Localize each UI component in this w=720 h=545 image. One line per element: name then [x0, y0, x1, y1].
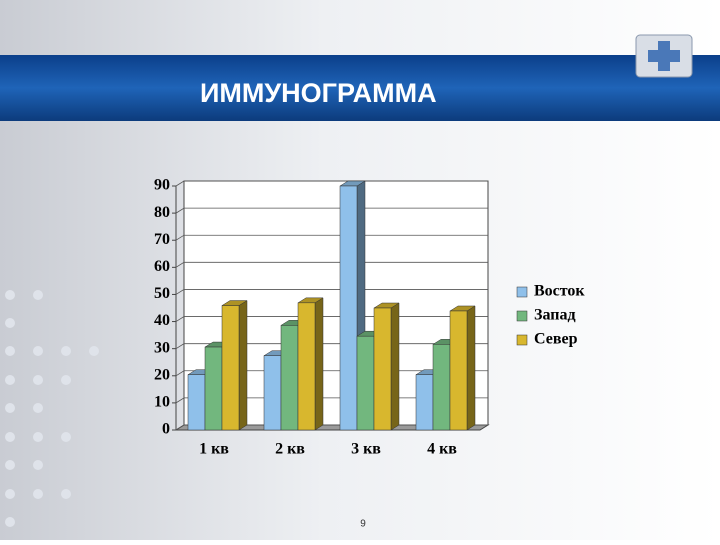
y-tick-label: 50: [154, 285, 170, 302]
bar: [415, 374, 434, 431]
y-tick-label: 70: [154, 231, 170, 248]
x-tick-label: 1 кв: [199, 441, 229, 458]
legend-label: Запад: [534, 307, 576, 324]
y-tick-label: 40: [154, 312, 170, 329]
logo-cross: [648, 41, 680, 71]
y-tick-label: 80: [154, 204, 170, 221]
bar: [449, 310, 468, 431]
x-tick-label: 3 кв: [351, 441, 381, 458]
bar: [204, 346, 223, 431]
bar: [339, 185, 358, 431]
title-band: [0, 55, 720, 121]
bar: [373, 307, 392, 431]
y-tick-label: 90: [154, 177, 170, 194]
grid-line: [175, 261, 488, 268]
legend-swatch: [516, 310, 528, 322]
bar-side: [238, 300, 248, 431]
bar: [280, 325, 299, 431]
grid-line: [175, 180, 488, 187]
y-tick-label: 30: [154, 339, 170, 356]
y-tick-label: 20: [154, 366, 170, 383]
y-tick-label: 0: [162, 421, 170, 438]
bar: [263, 355, 282, 431]
bar: [356, 335, 375, 431]
bar: [187, 374, 206, 431]
bar: [297, 302, 316, 431]
bar-side: [390, 302, 400, 431]
grid-line: [175, 207, 488, 214]
bar: [221, 305, 240, 431]
bar: [432, 344, 451, 431]
x-tick-label: 2 кв: [275, 441, 305, 458]
decor-dots: [5, 290, 99, 527]
legend-swatch: [516, 286, 528, 298]
legend-label: Север: [534, 331, 578, 348]
slide-number: 9: [360, 519, 366, 530]
legend-swatch: [516, 334, 528, 346]
grid-line: [175, 289, 488, 295]
grid-line: [175, 234, 488, 241]
slide-title: ИММУНОГРАММА: [200, 78, 437, 108]
legend-label: Восток: [534, 283, 585, 300]
y-tick-label: 60: [154, 258, 170, 275]
y-tick-label: 10: [154, 394, 170, 411]
bar-side: [466, 305, 476, 431]
bar-side: [314, 297, 324, 431]
x-tick-label: 4 кв: [427, 441, 457, 458]
